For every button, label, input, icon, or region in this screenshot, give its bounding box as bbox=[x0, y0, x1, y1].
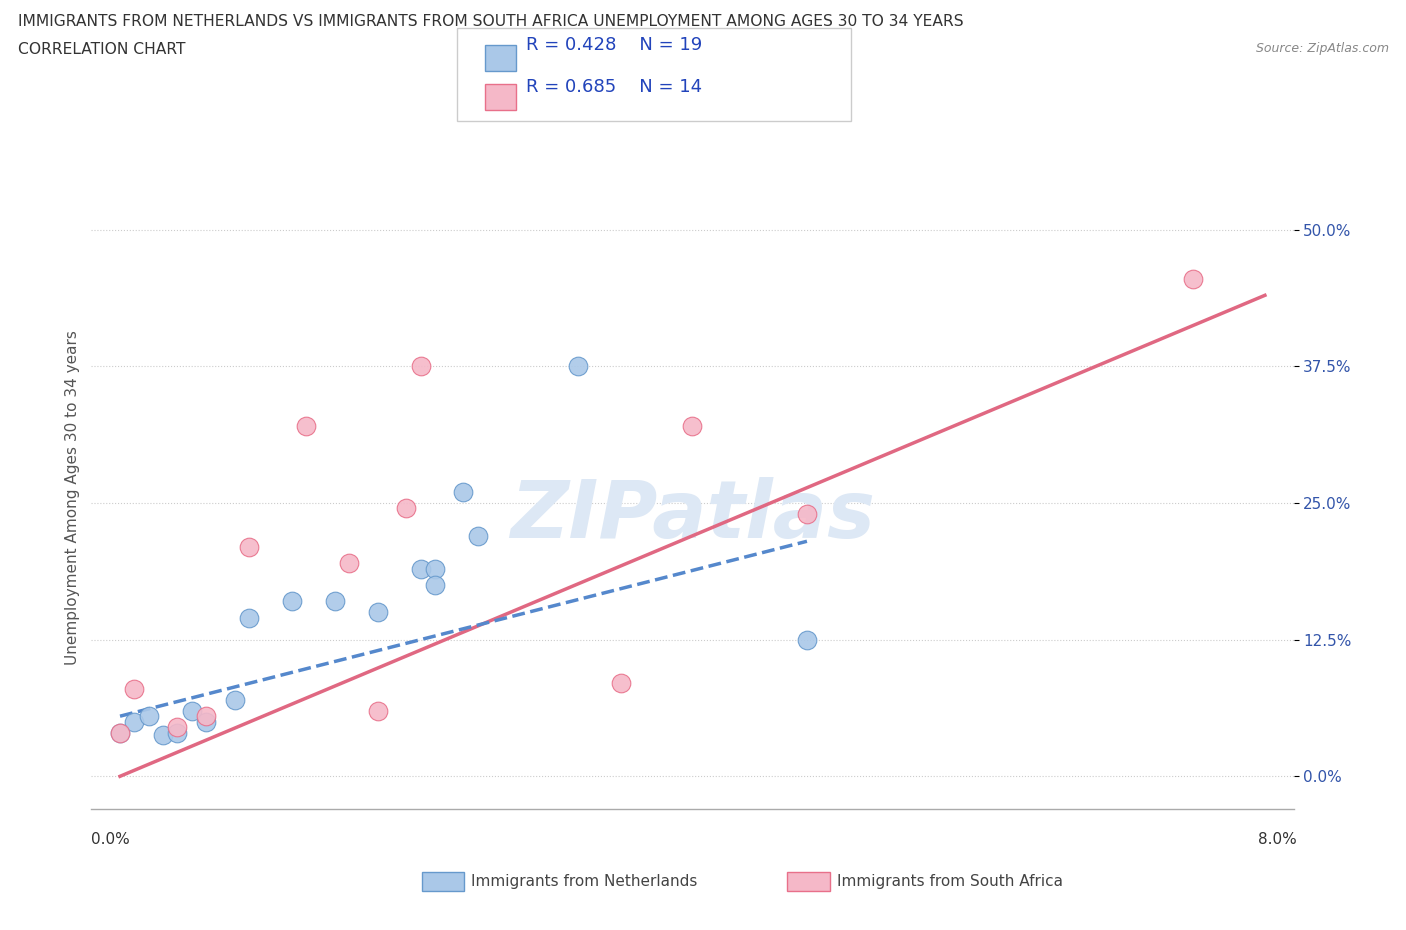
Text: CORRELATION CHART: CORRELATION CHART bbox=[18, 42, 186, 57]
Point bbox=[367, 604, 389, 619]
Point bbox=[1182, 272, 1205, 286]
Point bbox=[409, 561, 432, 576]
Point bbox=[180, 703, 202, 718]
Point bbox=[409, 359, 432, 374]
Point bbox=[194, 709, 217, 724]
Point bbox=[367, 703, 389, 718]
Point bbox=[138, 709, 160, 724]
Point bbox=[337, 556, 360, 571]
Point bbox=[124, 714, 146, 729]
Text: ZIPatlas: ZIPatlas bbox=[510, 477, 875, 555]
Text: 0.0%: 0.0% bbox=[91, 832, 131, 847]
Point bbox=[194, 714, 217, 729]
Point bbox=[166, 720, 188, 735]
Point bbox=[152, 727, 174, 742]
Point bbox=[238, 539, 260, 554]
Point bbox=[567, 359, 589, 374]
Point bbox=[124, 682, 146, 697]
Point bbox=[681, 419, 703, 434]
Text: 8.0%: 8.0% bbox=[1257, 832, 1296, 847]
Point bbox=[453, 485, 475, 499]
Text: Immigrants from South Africa: Immigrants from South Africa bbox=[837, 874, 1063, 889]
Point bbox=[610, 676, 633, 691]
Point bbox=[796, 632, 818, 647]
Point bbox=[108, 725, 131, 740]
Point bbox=[295, 419, 318, 434]
Point bbox=[395, 501, 418, 516]
Point bbox=[280, 594, 302, 609]
Text: Immigrants from Netherlands: Immigrants from Netherlands bbox=[471, 874, 697, 889]
Y-axis label: Unemployment Among Ages 30 to 34 years: Unemployment Among Ages 30 to 34 years bbox=[65, 330, 80, 665]
Text: IMMIGRANTS FROM NETHERLANDS VS IMMIGRANTS FROM SOUTH AFRICA UNEMPLOYMENT AMONG A: IMMIGRANTS FROM NETHERLANDS VS IMMIGRANT… bbox=[18, 14, 965, 29]
Text: R = 0.685    N = 14: R = 0.685 N = 14 bbox=[526, 78, 702, 96]
Point bbox=[166, 725, 188, 740]
Point bbox=[108, 725, 131, 740]
Text: R = 0.428    N = 19: R = 0.428 N = 19 bbox=[526, 36, 702, 54]
Point bbox=[467, 528, 489, 543]
Point bbox=[323, 594, 346, 609]
Point bbox=[423, 561, 446, 576]
Point bbox=[796, 507, 818, 522]
Point bbox=[238, 610, 260, 625]
Point bbox=[423, 578, 446, 592]
Point bbox=[224, 692, 246, 707]
Text: Source: ZipAtlas.com: Source: ZipAtlas.com bbox=[1256, 42, 1389, 55]
